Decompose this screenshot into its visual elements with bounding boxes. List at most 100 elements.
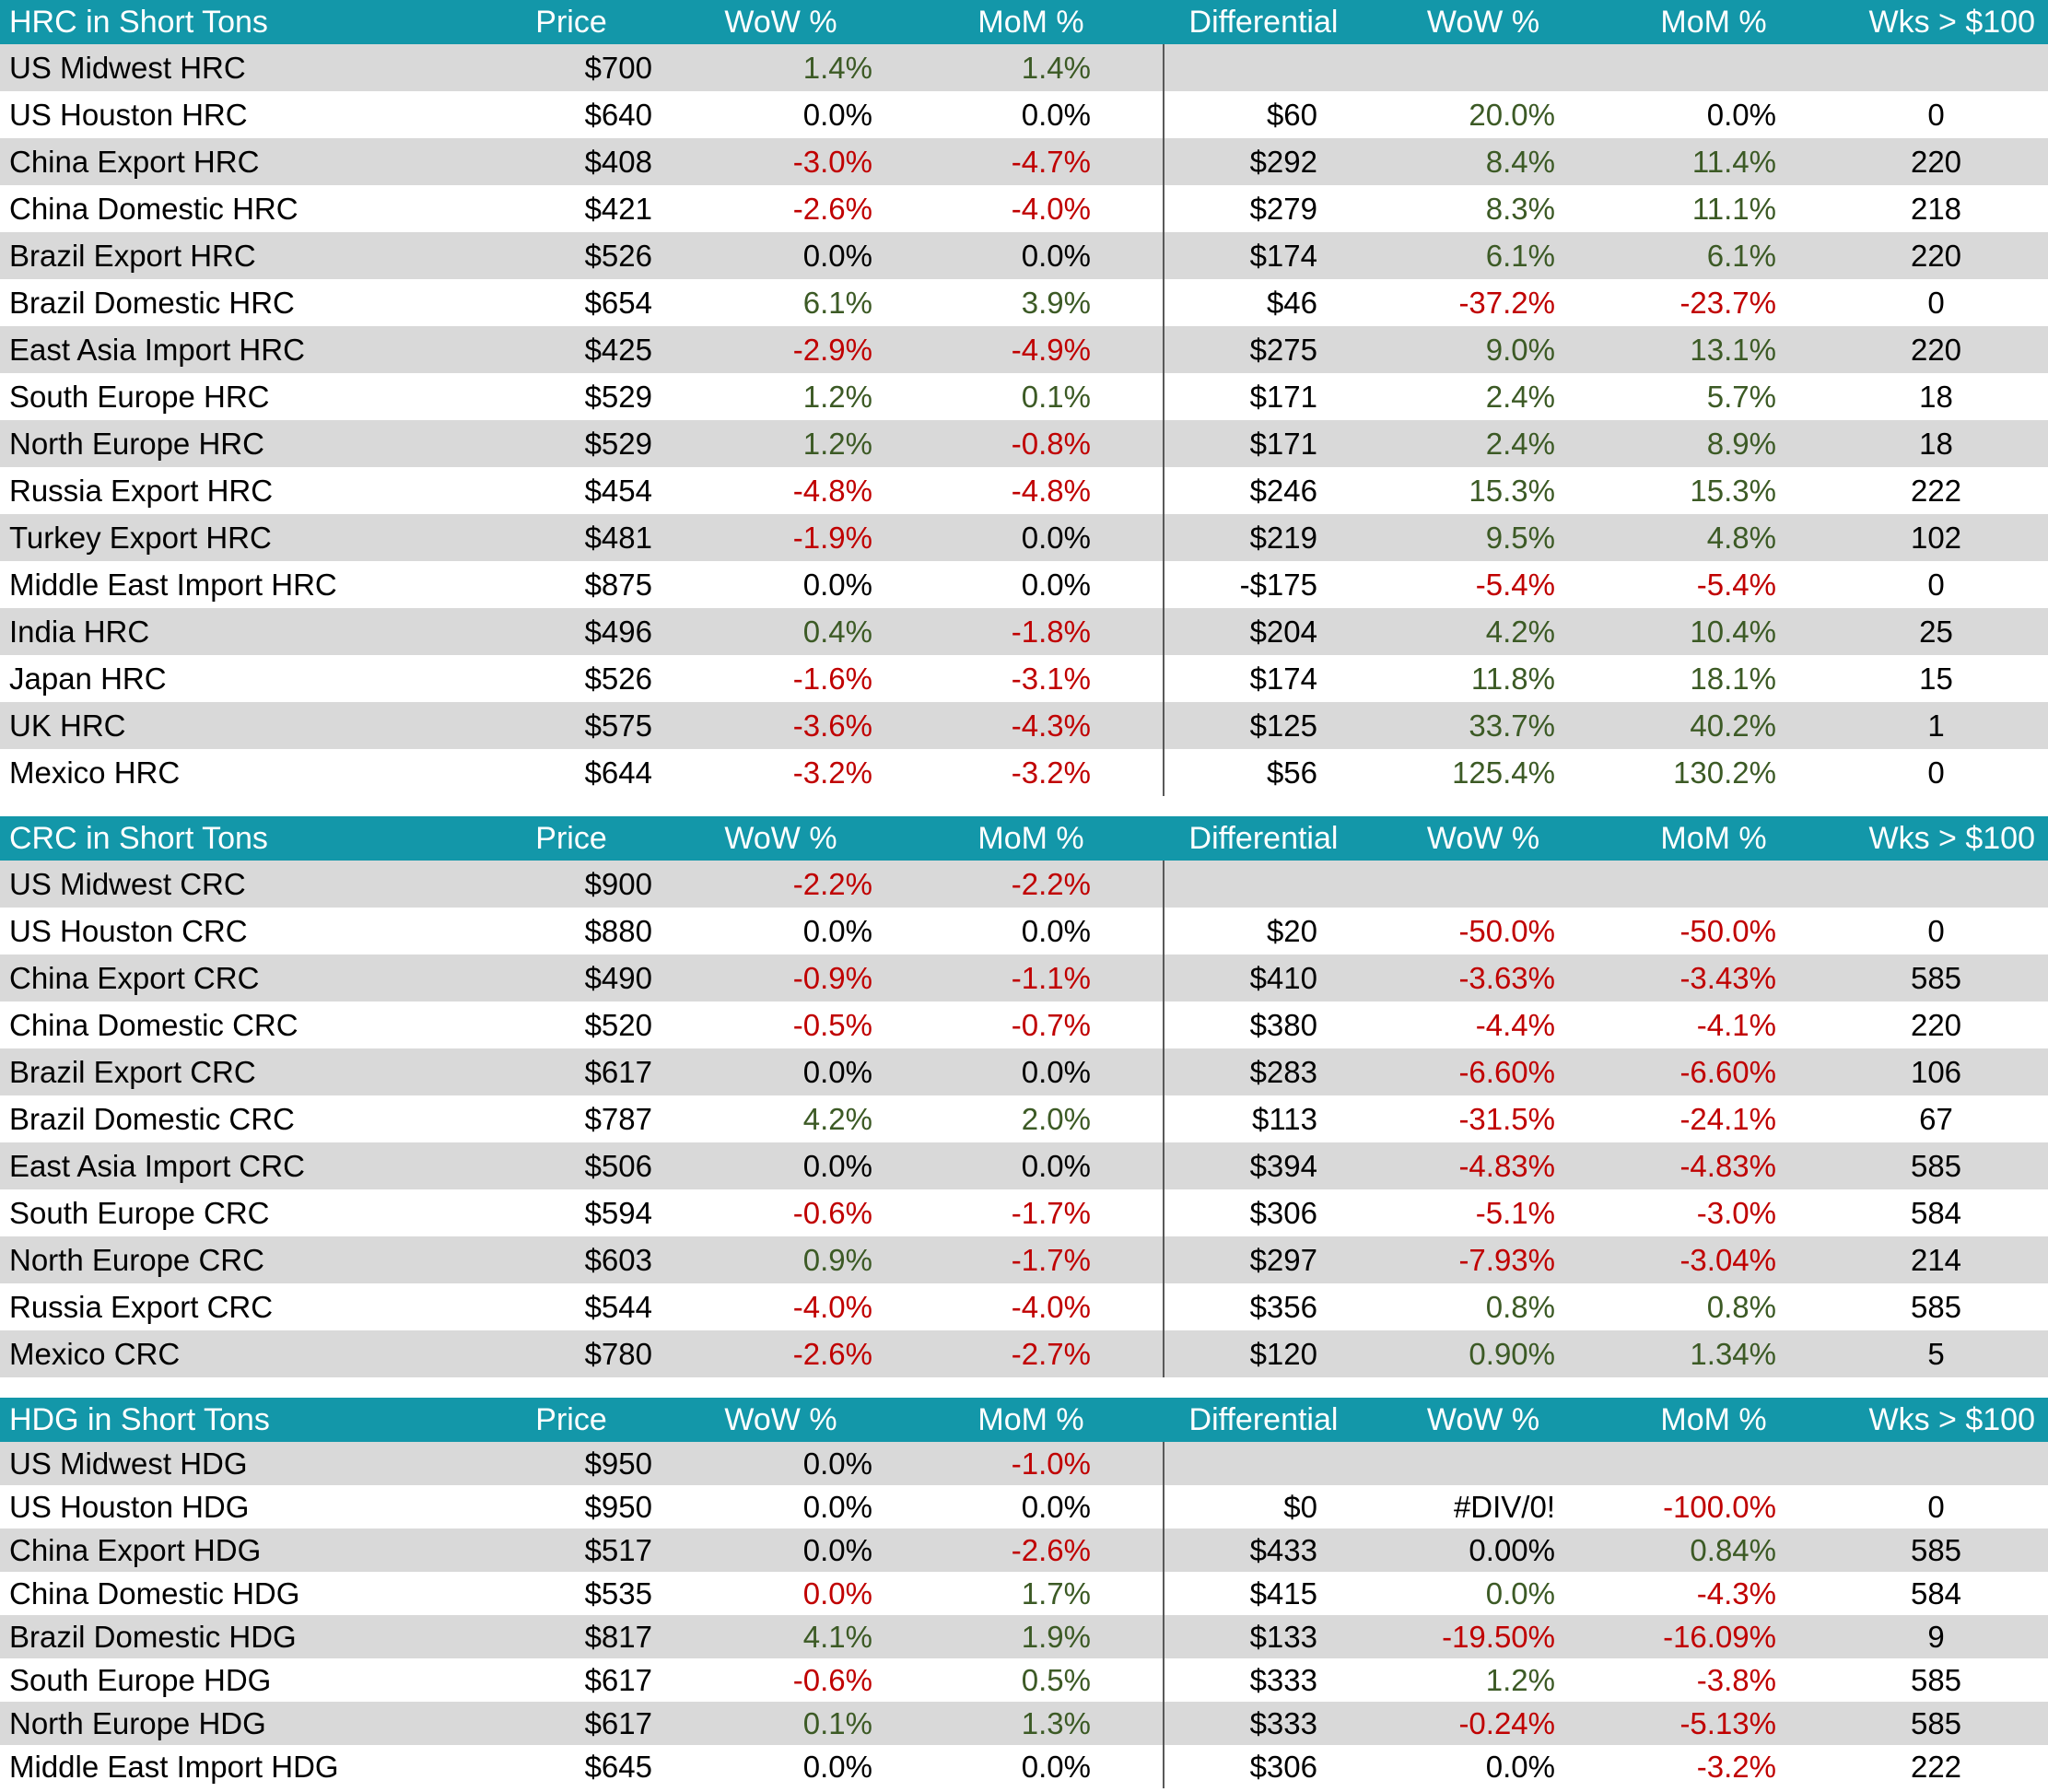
mom-pct-cell: -0.7%: [898, 1001, 1164, 1048]
weeks-over-100-cell: 222: [1824, 1745, 2048, 1788]
differential-cell: [1163, 1442, 1363, 1485]
diff-wow-pct-cell: 0.8%: [1363, 1283, 1603, 1330]
differential-cell: $275: [1163, 326, 1363, 373]
differential-cell: $174: [1163, 232, 1363, 279]
diff-wow-pct-cell: 2.4%: [1363, 373, 1603, 420]
mom-pct-cell: -4.7%: [898, 138, 1164, 185]
diff-mom-pct-cell: -3.0%: [1603, 1189, 1824, 1236]
region-label: China Domestic HDG: [0, 1572, 479, 1615]
table-row: China Domestic HRC $421 -2.6% -4.0% $279 8.3%…: [0, 185, 2048, 232]
wow-pct-cell: -2.9%: [663, 326, 898, 373]
price-cell: $640: [479, 91, 663, 138]
wow-pct-cell: 0.9%: [663, 1236, 898, 1283]
differential-cell: $333: [1163, 1702, 1363, 1745]
weeks-over-100-cell: 220: [1824, 1001, 2048, 1048]
col-header-wow-pct: WoW %: [663, 0, 898, 44]
region-label: North Europe HRC: [0, 420, 479, 467]
diff-wow-pct-cell: -3.63%: [1363, 955, 1603, 1001]
mom-pct-cell: -2.2%: [898, 861, 1164, 908]
diff-mom-pct-cell: [1603, 1442, 1824, 1485]
region-label: South Europe HRC: [0, 373, 479, 420]
wow-pct-cell: 4.2%: [663, 1095, 898, 1142]
wow-pct-cell: -1.6%: [663, 655, 898, 702]
table-row: Brazil Domestic CRC $787 4.2% 2.0% $113 -31.5…: [0, 1095, 2048, 1142]
mom-pct-cell: -2.7%: [898, 1330, 1164, 1377]
diff-wow-pct-cell: 0.0%: [1363, 1572, 1603, 1615]
diff-mom-pct-cell: -4.1%: [1603, 1001, 1824, 1048]
diff-wow-pct-cell: 0.90%: [1363, 1330, 1603, 1377]
price-cell: $529: [479, 420, 663, 467]
table-row: Japan HRC $526 -1.6% -3.1% $174 11.8% 18.1% 15: [0, 655, 2048, 702]
differential-cell: $113: [1163, 1095, 1363, 1142]
col-header-diff-mom-pct: MoM %: [1603, 0, 1824, 44]
wow-pct-cell: 6.1%: [663, 279, 898, 326]
wow-pct-cell: -1.9%: [663, 514, 898, 561]
diff-mom-pct-cell: 1.34%: [1603, 1330, 1824, 1377]
diff-mom-pct-cell: -5.13%: [1603, 1702, 1824, 1745]
table-row: North Europe HRC $529 1.2% -0.8% $171 2.4% 8.9…: [0, 420, 2048, 467]
weeks-over-100-cell: [1824, 44, 2048, 91]
diff-mom-pct-cell: -4.3%: [1603, 1572, 1824, 1615]
wow-pct-cell: -4.8%: [663, 467, 898, 514]
price-cell: $700: [479, 44, 663, 91]
weeks-over-100-cell: 220: [1824, 138, 2048, 185]
weeks-over-100-cell: 9: [1824, 1615, 2048, 1658]
diff-mom-pct-cell: -4.83%: [1603, 1142, 1824, 1189]
price-cell: $544: [479, 1283, 663, 1330]
region-label: Russia Export CRC: [0, 1283, 479, 1330]
table-row: US Houston CRC $880 0.0% 0.0% $20 -50.0% -50.0…: [0, 908, 2048, 955]
diff-mom-pct-cell: 15.3%: [1603, 467, 1824, 514]
diff-mom-pct-cell: 4.8%: [1603, 514, 1824, 561]
wow-pct-cell: 4.1%: [663, 1615, 898, 1658]
weeks-over-100-cell: [1824, 861, 2048, 908]
diff-wow-pct-cell: 0.00%: [1363, 1528, 1603, 1572]
table-row: South Europe HRC $529 1.2% 0.1% $171 2.4% 5.7%…: [0, 373, 2048, 420]
wow-pct-cell: -2.6%: [663, 1330, 898, 1377]
region-label: Mexico CRC: [0, 1330, 479, 1377]
table-row: US Houston HRC $640 0.0% 0.0% $60 20.0% 0.0% 0: [0, 91, 2048, 138]
table-row: US Midwest HRC $700 1.4% 1.4%: [0, 44, 2048, 91]
mom-pct-cell: 0.0%: [898, 1142, 1164, 1189]
diff-mom-pct-cell: 0.84%: [1603, 1528, 1824, 1572]
col-header-differential: Differential: [1164, 0, 1363, 44]
section-title-hdg: HDG in Short Tons: [0, 1398, 479, 1442]
diff-mom-pct-cell: -100.0%: [1603, 1485, 1824, 1528]
mom-pct-cell: -4.8%: [898, 467, 1164, 514]
weeks-over-100-cell: 5: [1824, 1330, 2048, 1377]
price-cell: $481: [479, 514, 663, 561]
differential-cell: $46: [1163, 279, 1363, 326]
table-row: China Domestic HDG $535 0.0% 1.7% $415 0.0% -4…: [0, 1572, 2048, 1615]
table-row: South Europe CRC $594 -0.6% -1.7% $306 -5.1% -…: [0, 1189, 2048, 1236]
price-cell: $526: [479, 655, 663, 702]
diff-mom-pct-cell: 130.2%: [1603, 749, 1824, 796]
differential-cell: $306: [1163, 1189, 1363, 1236]
weeks-over-100-cell: 0: [1824, 561, 2048, 608]
table-row: Brazil Export HRC $526 0.0% 0.0% $174 6.1% 6.1…: [0, 232, 2048, 279]
differential-cell: $125: [1163, 702, 1363, 749]
weeks-over-100-cell: 25: [1824, 608, 2048, 655]
price-cell: $496: [479, 608, 663, 655]
col-header-wks-over-100: Wks > $100: [1824, 1398, 2048, 1442]
weeks-over-100-cell: 585: [1824, 1658, 2048, 1702]
diff-mom-pct-cell: 8.9%: [1603, 420, 1824, 467]
region-label: Brazil Domestic HRC: [0, 279, 479, 326]
differential-cell: -$175: [1163, 561, 1363, 608]
price-cell: $575: [479, 702, 663, 749]
price-cell: $654: [479, 279, 663, 326]
region-label: China Domestic HRC: [0, 185, 479, 232]
weeks-over-100-cell: [1824, 1442, 2048, 1485]
diff-wow-pct-cell: 0.0%: [1363, 1745, 1603, 1788]
weeks-over-100-cell: 0: [1824, 749, 2048, 796]
wow-pct-cell: 1.2%: [663, 373, 898, 420]
region-label: Turkey Export HRC: [0, 514, 479, 561]
diff-mom-pct-cell: -23.7%: [1603, 279, 1824, 326]
differential-cell: $60: [1163, 91, 1363, 138]
col-header-wks-over-100: Wks > $100: [1824, 0, 2048, 44]
diff-mom-pct-cell: 40.2%: [1603, 702, 1824, 749]
differential-cell: $0: [1163, 1485, 1363, 1528]
region-label: US Houston HRC: [0, 91, 479, 138]
diff-wow-pct-cell: [1363, 1442, 1603, 1485]
differential-cell: $394: [1163, 1142, 1363, 1189]
region-label: East Asia Import HRC: [0, 326, 479, 373]
section-title-hrc: HRC in Short Tons: [0, 0, 479, 44]
